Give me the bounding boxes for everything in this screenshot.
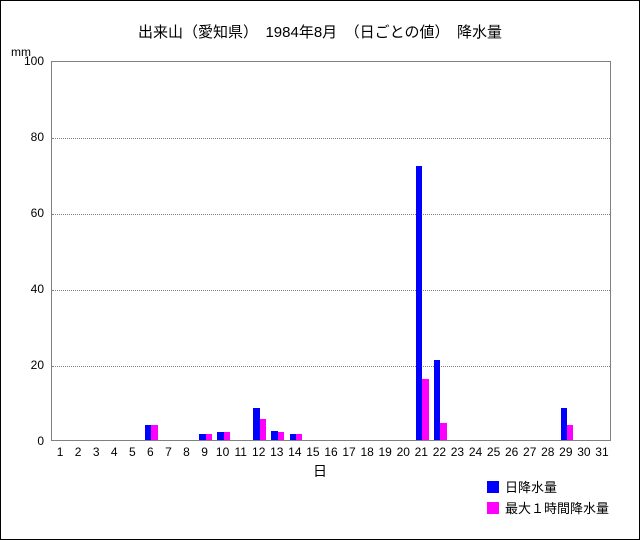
x-tick-label: 25 [487, 445, 500, 459]
x-tick-label: 23 [451, 445, 464, 459]
x-tick-label: 8 [183, 445, 190, 459]
gridline [52, 214, 610, 215]
legend-label-max1h: 最大１時間降水量 [505, 498, 609, 517]
bar-max1h [206, 434, 212, 440]
x-tick-label: 6 [147, 445, 154, 459]
x-tick-label: 3 [93, 445, 100, 459]
x-tick-label: 20 [397, 445, 410, 459]
x-tick-label: 19 [379, 445, 392, 459]
x-tick-label: 12 [252, 445, 265, 459]
bar-max1h [260, 419, 266, 440]
x-tick-label: 24 [469, 445, 482, 459]
x-tick-label: 17 [342, 445, 355, 459]
x-tick-label: 26 [505, 445, 518, 459]
gridline [52, 290, 610, 291]
gridline [52, 138, 610, 139]
x-tick-label: 30 [577, 445, 590, 459]
x-tick-label: 28 [541, 445, 554, 459]
y-tick-label: 0 [4, 434, 44, 448]
x-tick-label: 13 [270, 445, 283, 459]
x-tick-label: 18 [360, 445, 373, 459]
x-tick-label: 15 [306, 445, 319, 459]
x-tick-label: 4 [111, 445, 118, 459]
x-tick-label: 22 [433, 445, 446, 459]
x-tick-label: 21 [415, 445, 428, 459]
x-tick-label: 7 [165, 445, 172, 459]
chart-title: 出来山（愛知県） 1984年8月 （日ごとの値） 降水量 [1, 21, 639, 42]
x-tick-label: 9 [201, 445, 208, 459]
x-tick-label: 16 [324, 445, 337, 459]
legend-label-daily: 日降水量 [505, 477, 557, 496]
legend: 日降水量 最大１時間降水量 [487, 477, 609, 519]
y-tick-label: 40 [4, 282, 44, 296]
chart-container: 出来山（愛知県） 1984年8月 （日ごとの値） 降水量 mm 02040608… [0, 0, 640, 540]
bar-max1h [224, 432, 230, 440]
bar-max1h [440, 423, 446, 440]
legend-swatch-daily [487, 481, 499, 493]
x-tick-label: 14 [288, 445, 301, 459]
y-tick-label: 20 [4, 358, 44, 372]
y-tick-label: 60 [4, 206, 44, 220]
x-tick-label: 10 [216, 445, 229, 459]
x-tick-label: 31 [595, 445, 608, 459]
x-tick-label: 5 [129, 445, 136, 459]
bar-max1h [296, 434, 302, 440]
plot-area [51, 61, 611, 441]
legend-item-max1h: 最大１時間降水量 [487, 498, 609, 517]
legend-item-daily: 日降水量 [487, 477, 609, 496]
x-tick-label: 11 [234, 445, 246, 459]
bar-max1h [278, 432, 284, 440]
y-tick-label: 80 [4, 130, 44, 144]
bar-max1h [567, 425, 573, 440]
x-tick-label: 29 [559, 445, 572, 459]
y-tick-label: 100 [4, 54, 44, 68]
x-tick-label: 2 [75, 445, 82, 459]
x-tick-label: 27 [523, 445, 536, 459]
legend-swatch-max1h [487, 502, 499, 514]
x-tick-label: 1 [57, 445, 64, 459]
gridline [52, 366, 610, 367]
bar-max1h [151, 425, 157, 440]
bar-max1h [422, 379, 428, 440]
